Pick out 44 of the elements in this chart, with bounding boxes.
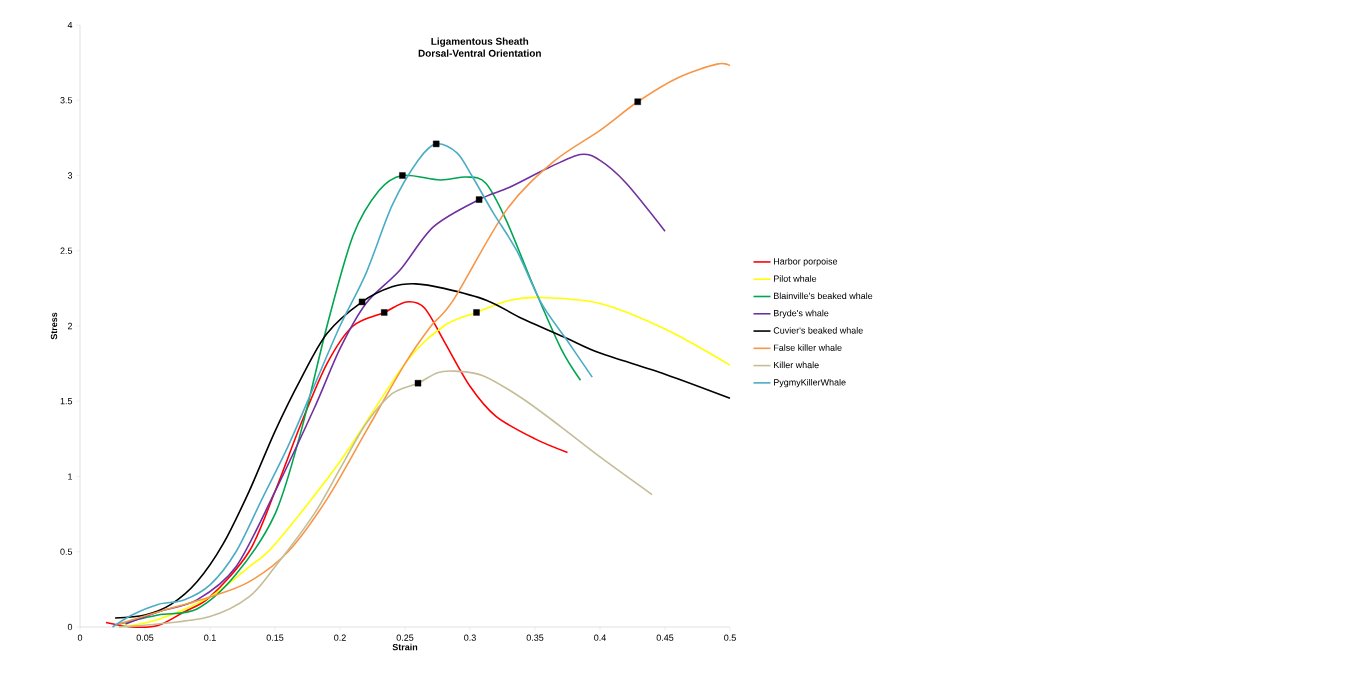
y-tick-label: 3 <box>67 172 73 179</box>
y-axis-title: Stress <box>50 312 58 340</box>
y-tick-label: 0.5 <box>60 548 73 555</box>
y-tick-label: 4 <box>67 21 73 29</box>
point <box>399 172 406 179</box>
x-tick-label: 0.2 <box>334 634 346 641</box>
line-series <box>118 370 653 628</box>
x-tick-label: 0.5 <box>724 634 736 641</box>
y-tick-label: 1.5 <box>60 398 73 405</box>
y-tick-label: 2 <box>67 322 73 330</box>
legend-label: Blainville's beaked whale <box>774 292 873 300</box>
legend-label: False killer whale <box>774 344 842 351</box>
legend-label: PygmyKillerWhale <box>774 378 846 388</box>
x-tick-label: 0.15 <box>266 634 284 641</box>
y-tick-label: 1 <box>68 473 73 480</box>
point <box>475 196 483 203</box>
text: Dorsal-Ventral Orientation <box>418 49 541 57</box>
x-tick-label: 0.4 <box>594 634 606 641</box>
x-tick-label: 0.35 <box>526 634 544 641</box>
x-tick-label: 0.3 <box>464 634 476 641</box>
legend-label: Harbor porpoise <box>774 257 838 267</box>
x-tick-label: 0 <box>77 634 83 641</box>
point <box>634 98 641 105</box>
x-tick-label: 0.45 <box>656 634 674 641</box>
point <box>433 140 440 148</box>
line-series <box>118 62 731 625</box>
point <box>381 309 388 316</box>
point <box>414 379 422 387</box>
line-series <box>105 301 569 629</box>
point <box>358 298 366 306</box>
legend-label: Bryde's whale <box>774 309 829 319</box>
x-tick-label: 0.1 <box>204 634 216 641</box>
legend-label: Killer whale <box>774 361 819 369</box>
y-tick-label: 2.5 <box>60 247 73 254</box>
y-tick-label: 0 <box>67 623 73 631</box>
point <box>473 309 480 316</box>
legend-label: Cuvier's beaked whale <box>773 327 863 334</box>
text: Ligamentous Sheath <box>431 37 529 47</box>
line-series <box>124 153 666 625</box>
legend-label: Pilot whale <box>774 275 817 282</box>
x-axis-title: Strain <box>392 643 418 651</box>
x-tick-label: 0.25 <box>396 634 414 641</box>
y-tick-label: 3.5 <box>60 97 73 104</box>
x-tick-label: 0.05 <box>136 634 154 641</box>
